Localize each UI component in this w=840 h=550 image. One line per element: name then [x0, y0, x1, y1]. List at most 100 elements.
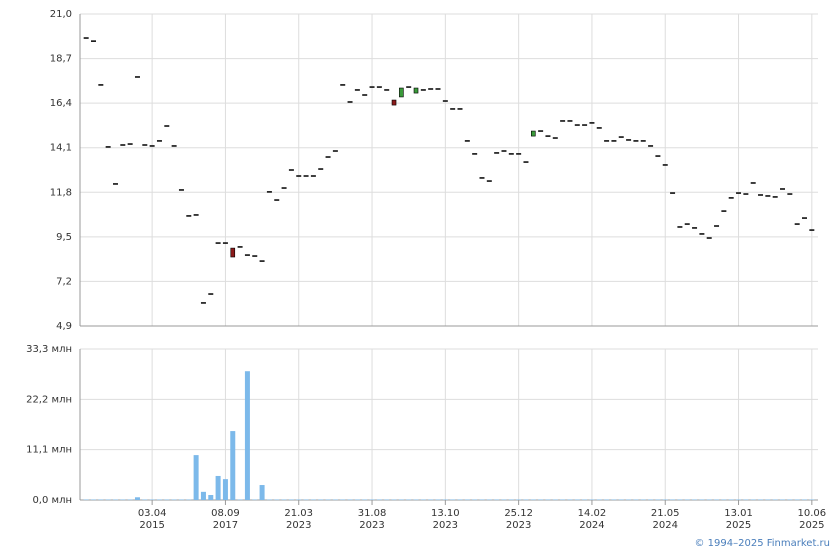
- bar: [538, 499, 544, 501]
- bar: [384, 499, 390, 501]
- bar: [721, 499, 727, 501]
- x-tick-year: 2023: [506, 520, 531, 531]
- bar: [186, 499, 192, 501]
- bar: [296, 499, 302, 501]
- bar: [596, 499, 602, 501]
- bar: [156, 499, 162, 501]
- bar: [604, 499, 610, 501]
- bar: [479, 499, 485, 501]
- bar: [288, 499, 294, 501]
- x-tick-year: 2024: [653, 520, 678, 531]
- bar: [428, 499, 434, 501]
- y-tick-label: 11,8: [50, 187, 72, 198]
- bar: [244, 371, 250, 500]
- bar: [743, 499, 749, 501]
- bar: [171, 499, 177, 501]
- y-tick-label: 22,2 млн: [26, 394, 72, 405]
- credit: © 1994–2025 Finmarket.ru: [694, 538, 830, 549]
- bar: [450, 499, 456, 501]
- bar: [98, 499, 104, 501]
- bar: [574, 499, 580, 501]
- y-tick-label: 18,7: [50, 54, 72, 65]
- candle: [230, 247, 236, 258]
- bar: [545, 499, 551, 501]
- bar: [750, 499, 756, 501]
- x-tick-label: 13.01: [724, 508, 753, 519]
- bar: [376, 499, 382, 501]
- bar: [215, 475, 221, 500]
- bar: [582, 499, 588, 501]
- x-tick-year: 2023: [286, 520, 311, 531]
- candle: [391, 99, 397, 106]
- bar: [442, 499, 448, 501]
- bar: [354, 499, 360, 501]
- bar: [252, 499, 258, 501]
- bar: [662, 499, 668, 501]
- bar: [435, 499, 441, 501]
- x-tick-label: 03.04: [138, 508, 167, 519]
- bar: [618, 499, 624, 501]
- y-tick-label: 21,0: [50, 9, 72, 20]
- bar: [266, 499, 272, 501]
- y-tick-label: 11,1 млн: [26, 445, 72, 456]
- y-tick-label: 0,0 млн: [32, 495, 72, 506]
- bar: [464, 499, 470, 501]
- bar: [516, 499, 522, 501]
- bar: [714, 499, 720, 501]
- bar: [325, 499, 331, 501]
- bar: [105, 499, 111, 501]
- bar: [149, 499, 155, 501]
- bar: [523, 499, 529, 501]
- bar: [611, 499, 617, 501]
- x-tick-year: 2015: [139, 520, 164, 531]
- bar: [699, 499, 705, 501]
- x-tick-year: 2023: [433, 520, 458, 531]
- bar: [787, 499, 793, 501]
- bar: [684, 499, 690, 501]
- bar: [648, 499, 654, 501]
- bar: [670, 499, 676, 501]
- y-tick-label: 16,4: [50, 98, 72, 109]
- bar: [398, 499, 404, 501]
- y-tick-label: 4,9: [56, 321, 72, 332]
- bar: [164, 499, 170, 501]
- bar: [677, 499, 683, 501]
- bar: [640, 499, 646, 501]
- bar: [208, 495, 214, 500]
- bar: [303, 499, 309, 501]
- candle: [399, 87, 404, 98]
- bar: [310, 499, 316, 501]
- bar: [200, 491, 206, 500]
- bar: [83, 499, 89, 501]
- bar: [134, 497, 140, 500]
- bar: [406, 499, 412, 501]
- bar: [633, 499, 639, 501]
- bar: [794, 499, 800, 501]
- x-tick-label: 21.05: [651, 508, 680, 519]
- bar: [347, 499, 353, 501]
- y-tick-label: 9,5: [56, 232, 72, 243]
- bar: [420, 499, 426, 501]
- x-tick-label: 13.10: [431, 508, 460, 519]
- y-tick-label: 7,2: [56, 276, 72, 287]
- x-tick-year: 2025: [799, 520, 824, 531]
- bar: [332, 499, 338, 501]
- bar: [90, 499, 96, 501]
- bar: [530, 499, 536, 501]
- candle: [413, 87, 419, 94]
- bar: [281, 499, 287, 501]
- bar: [142, 499, 148, 501]
- x-tick-year: 2023: [359, 520, 384, 531]
- bar: [802, 499, 808, 501]
- bar: [626, 499, 632, 501]
- bar: [567, 499, 573, 501]
- x-tick-label: 25.12: [504, 508, 533, 519]
- bar: [369, 499, 375, 501]
- bar: [706, 499, 712, 501]
- x-tick-label: 10.06: [798, 508, 827, 519]
- x-tick-label: 14.02: [578, 508, 607, 519]
- y-tick-label: 33,3 млн: [26, 344, 72, 355]
- bar: [274, 499, 280, 501]
- x-tick-label: 08.09: [211, 508, 240, 519]
